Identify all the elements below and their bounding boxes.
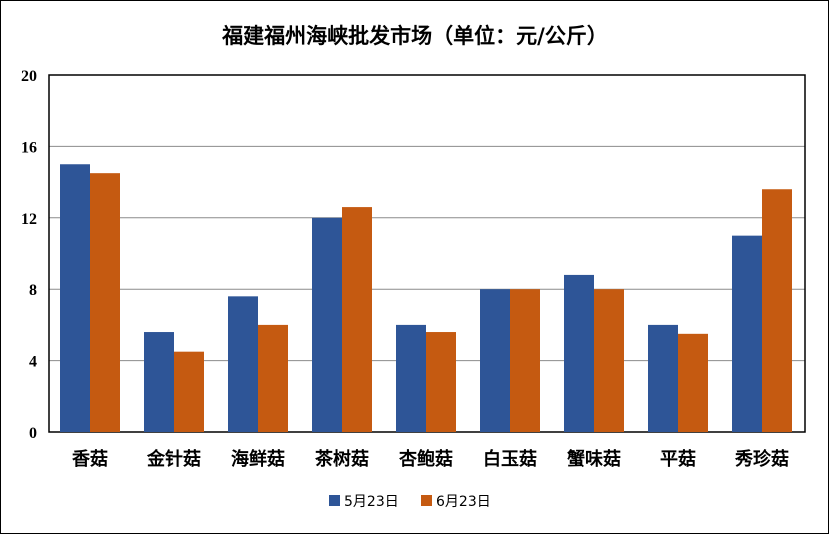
bar (426, 332, 456, 432)
bar (678, 333, 708, 432)
bar (480, 289, 510, 432)
x-tick-label: 平菇 (660, 448, 696, 470)
bar (732, 235, 762, 432)
x-tick-label: 金针菇 (146, 448, 201, 470)
bar (228, 296, 258, 432)
x-tick-label: 蟹味菇 (567, 448, 621, 470)
x-tick-label: 茶树菇 (315, 448, 369, 470)
bar (342, 207, 372, 432)
y-tick-label: 4 (29, 354, 37, 371)
x-axis: 香菇 金针菇 海鲜菇 茶树菇 杏鲍菇 白玉菇 蟹味菇 平菇 秀珍菇 (71, 448, 789, 470)
gridlines (49, 74, 805, 362)
bar (762, 189, 792, 432)
x-tick-label: 秀珍菇 (734, 448, 789, 470)
bar (90, 173, 120, 433)
bar (594, 289, 624, 432)
bar (312, 217, 342, 432)
bar (648, 324, 678, 432)
legend-label: 5月23日 (344, 494, 399, 510)
y-tick-label: 20 (21, 68, 37, 85)
x-tick-label: 海鲜菇 (231, 448, 285, 470)
chart-title: 福建福州海峡批发市场（单位：元/公斤） (221, 23, 608, 48)
bar (144, 332, 174, 432)
bar (174, 351, 204, 432)
x-tick-label: 白玉菇 (483, 448, 537, 470)
x-tick-label: 香菇 (71, 448, 108, 470)
bar (564, 274, 594, 432)
legend: 5月23日 6月23日 (329, 494, 491, 510)
bars (60, 164, 792, 433)
legend-swatch (329, 495, 340, 506)
y-tick-label: 12 (21, 211, 37, 228)
bar (510, 289, 540, 432)
bar (60, 164, 90, 432)
legend-swatch (421, 495, 432, 506)
bar (258, 324, 288, 432)
legend-label: 6月23日 (436, 494, 491, 510)
y-tick-label: 8 (29, 282, 37, 299)
y-tick-label: 16 (21, 139, 37, 156)
y-tick-label: 0 (29, 425, 37, 442)
bar (396, 324, 426, 432)
x-tick-label: 杏鲍菇 (399, 448, 453, 470)
